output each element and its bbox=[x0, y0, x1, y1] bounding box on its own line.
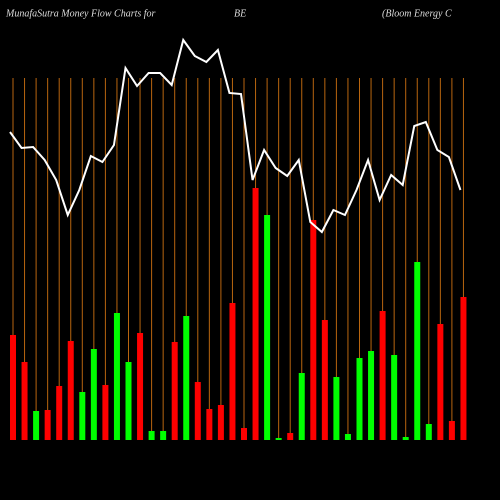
bar bbox=[229, 303, 236, 440]
bar bbox=[448, 421, 455, 440]
bar bbox=[56, 386, 63, 440]
bar bbox=[275, 438, 282, 440]
bar bbox=[437, 324, 444, 440]
bar bbox=[67, 341, 74, 440]
bar bbox=[344, 434, 351, 440]
bar bbox=[206, 409, 213, 440]
bar bbox=[460, 297, 467, 440]
bar bbox=[113, 313, 120, 440]
bar bbox=[414, 262, 421, 440]
bar bbox=[298, 373, 305, 440]
symbol: BE bbox=[234, 8, 246, 19]
chart-title: MunafaSutra Money Flow Charts for bbox=[5, 8, 156, 19]
bar bbox=[171, 342, 178, 440]
bar bbox=[252, 188, 259, 440]
money-flow-line bbox=[9, 37, 462, 234]
bar bbox=[160, 431, 167, 440]
bar bbox=[287, 433, 294, 440]
bar bbox=[148, 431, 155, 440]
bar bbox=[183, 316, 190, 440]
bar bbox=[90, 349, 97, 440]
bar bbox=[333, 377, 340, 440]
bar bbox=[425, 424, 432, 440]
bar bbox=[217, 405, 224, 440]
bar bbox=[33, 411, 40, 440]
bar bbox=[79, 392, 86, 440]
bar bbox=[402, 437, 409, 440]
bar bbox=[379, 311, 386, 440]
bar bbox=[125, 362, 132, 440]
bar bbox=[10, 335, 16, 440]
bar bbox=[321, 320, 328, 440]
bar bbox=[356, 358, 363, 440]
bar bbox=[44, 410, 51, 440]
bar bbox=[391, 355, 398, 440]
bar bbox=[21, 362, 28, 440]
bar bbox=[310, 220, 317, 440]
bar bbox=[194, 382, 201, 440]
bar bbox=[137, 333, 144, 440]
bar bbox=[264, 215, 271, 440]
bar bbox=[241, 428, 247, 440]
bar bbox=[102, 385, 109, 440]
bar bbox=[368, 351, 375, 440]
company: (Bloom Energy C bbox=[382, 8, 452, 19]
